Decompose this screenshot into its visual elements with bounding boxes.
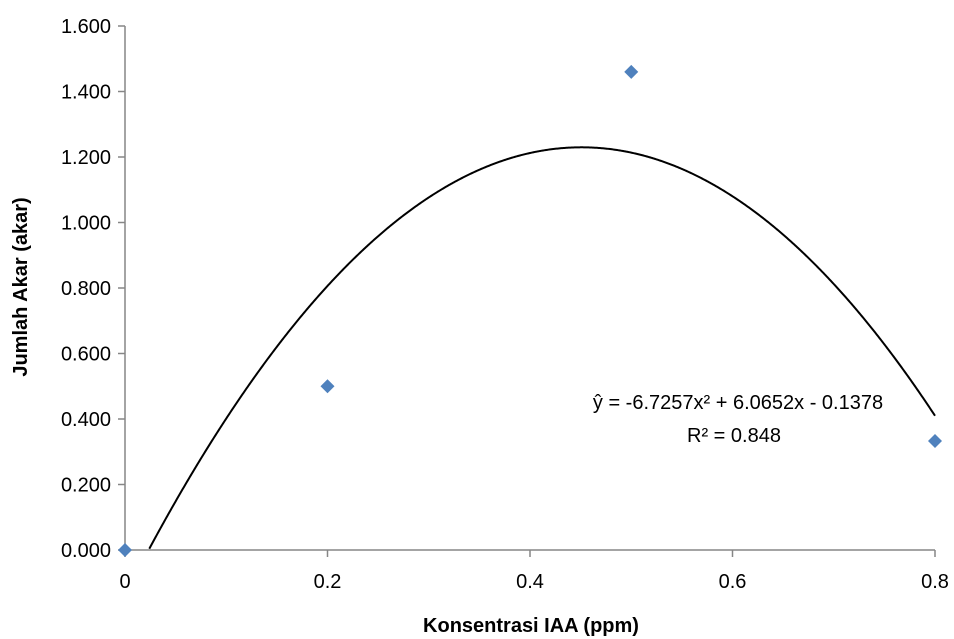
axes [124,26,935,551]
data-point [624,64,639,79]
y-axis-ticks: 0.000 0.200 0.400 0.600 0.800 1.000 1.200 1.400… [61,16,125,562]
y-tick-label: 0.400 [61,409,111,431]
y-tick-label: 0.800 [61,278,111,300]
y-tick-label: 1.000 [61,213,111,235]
x-tick-label: 0.2 [314,571,342,593]
y-tick-label: 1.600 [61,16,111,38]
x-tick-label: 0.6 [719,571,747,593]
trendline-equation: ŷ = -6.7257x² + 6.0652x - 0.1378 [593,392,883,414]
x-axis-title: Konsentrasi IAA (ppm) [423,615,639,637]
trendline [148,146,936,550]
y-tick-label: 0.000 [61,540,111,562]
y-tick-label: 0.600 [61,344,111,366]
data-point [320,379,335,394]
x-tick-label: 0 [119,571,130,593]
y-axis-title: Jumlah Akar (akar) [10,197,32,376]
y-tick-label: 0.200 [61,475,111,497]
data-points [118,64,942,557]
trendline-group [148,146,936,550]
x-tick-label: 0.8 [921,571,949,593]
y-tick-label: 1.400 [61,82,111,104]
data-point [928,433,942,448]
r-squared-label: R² = 0.848 [687,425,781,447]
y-tick-label: 1.200 [61,147,111,169]
x-axis-ticks: 0 0.2 0.4 0.6 0.8 [119,550,949,593]
data-point [118,543,132,557]
x-tick-label: 0.4 [516,571,544,593]
